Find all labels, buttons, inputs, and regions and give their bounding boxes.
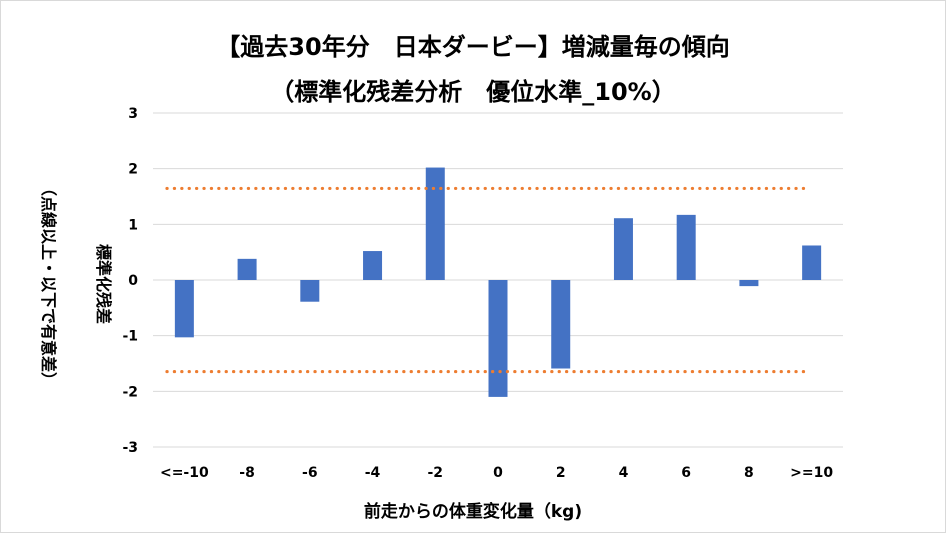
y-tick-label: 3 xyxy=(128,106,138,122)
bar xyxy=(488,280,508,397)
bar xyxy=(551,280,571,369)
x-tick-label: -2 xyxy=(427,465,443,481)
y-tick-label: 2 xyxy=(128,162,138,178)
x-tick-labels: <=-10 -8 -6 -4 -2 0 2 4 6 8 >=10 xyxy=(160,465,833,481)
bar xyxy=(237,258,257,280)
bars xyxy=(174,167,822,397)
x-tick-label: 0 xyxy=(493,465,503,481)
x-tick-label: <=-10 xyxy=(160,465,209,481)
threshold-lines xyxy=(165,186,810,374)
x-tick-label: >=10 xyxy=(790,465,833,481)
x-tick-label: 2 xyxy=(556,465,566,481)
x-tick-label: 4 xyxy=(619,465,629,481)
x-tick-label: 8 xyxy=(744,465,754,481)
bar xyxy=(174,280,194,338)
chart-title: 【過去30年分 日本ダービー】増減量毎の傾向 xyxy=(216,33,730,61)
bar xyxy=(300,280,320,302)
y-tick-label: -3 xyxy=(122,440,138,456)
x-tick-label: 6 xyxy=(681,465,691,481)
bar xyxy=(802,245,822,280)
bar xyxy=(425,167,445,280)
y-tick-label: 1 xyxy=(128,217,138,233)
bar xyxy=(363,251,383,280)
bar xyxy=(739,280,759,287)
chart-subtitle: （標準化残差分析 優位水準_10%） xyxy=(270,78,676,106)
bar xyxy=(613,218,633,280)
y-tick-label: 0 xyxy=(128,273,138,289)
x-axis-label: 前走からの体重変化量（kg) xyxy=(363,502,583,522)
x-tick-label: -4 xyxy=(365,465,381,481)
x-tick-label: -8 xyxy=(239,465,255,481)
y-tick-label: -2 xyxy=(122,384,138,400)
y-tick-label: -1 xyxy=(122,329,138,345)
bar xyxy=(676,214,696,280)
y-tick-labels: 3 2 1 0 -1 -2 -3 xyxy=(122,106,138,456)
x-tick-label: -6 xyxy=(302,465,318,481)
